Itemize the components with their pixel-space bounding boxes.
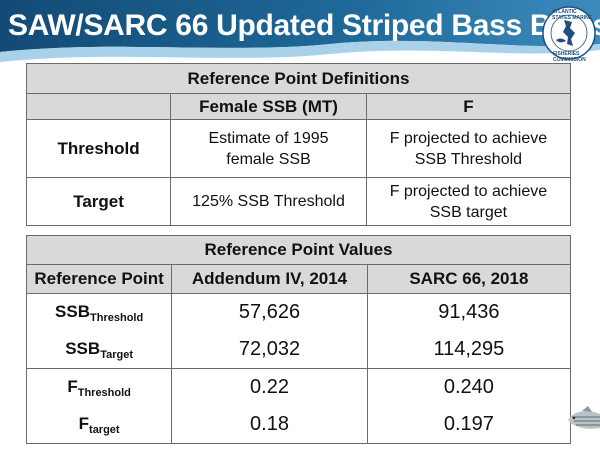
values-header-sarc: SARC 66, 2018 [366, 264, 572, 294]
f-target-label: Ftarget [25, 406, 173, 444]
table-row: Ftarget 0.18 0.197 [25, 406, 572, 444]
f-threshold-label: FThreshold [25, 368, 173, 407]
striped-bass-fish-icon [568, 406, 600, 429]
page-title: SAW/SARC 66 Updated Striped Bass BRPs [8, 9, 600, 42]
ssb-target-sarc: 114,295 [366, 331, 572, 369]
ssb-target-label: SSBTarget [25, 331, 173, 369]
table-row: FThreshold 0.22 0.240 [25, 368, 572, 407]
table-row: SSBTarget 72,032 114,295 [25, 331, 572, 369]
definitions-header-blank [25, 93, 172, 120]
seal-bottom-text: FISHERIES COMMISSION [553, 51, 586, 63]
ssb-threshold-addendum: 57,626 [171, 293, 368, 332]
ssb-threshold-label: SSBThreshold [25, 293, 173, 332]
definitions-caption: Reference Point Definitions [26, 63, 571, 94]
row-label-target: Target [25, 177, 172, 226]
seal-top-text: ATLANTIC STATES MARINE [552, 9, 593, 21]
f-target-sarc: 0.197 [366, 406, 572, 444]
reference-point-values-table: Reference Point Values Reference Point A… [25, 235, 572, 444]
threshold-ssb-definition: Estimate of 1995 female SSB [170, 119, 367, 178]
f-threshold-addendum: 0.22 [171, 368, 368, 407]
ssb-target-addendum: 72,032 [171, 331, 368, 369]
wave-background [0, 0, 600, 66]
values-header-reference-point: Reference Point [25, 264, 173, 294]
target-f-definition: F projected to achieve SSB target [365, 177, 572, 226]
f-threshold-sarc: 0.240 [366, 368, 572, 407]
row-label-threshold: Threshold [25, 119, 172, 178]
asmfc-seal-icon: ATLANTIC STATES MARINE FISHERIES COMMISS… [542, 6, 596, 63]
f-target-addendum: 0.18 [171, 406, 368, 444]
title-banner: SAW/SARC 66 Updated Striped Bass BRPs AT… [0, 0, 600, 66]
table-row: SSBThreshold 57,626 91,436 [25, 293, 572, 332]
table-row: Target 125% SSB Threshold F projected to… [25, 177, 572, 226]
ssb-threshold-sarc: 91,436 [366, 293, 572, 332]
table-row: Threshold Estimate of 1995 female SSB F … [25, 119, 572, 178]
threshold-f-definition: F projected to achieve SSB Threshold [365, 119, 572, 178]
definitions-header-f: F [365, 93, 572, 120]
definitions-header-ssb: Female SSB (MT) [170, 93, 367, 120]
target-ssb-definition: 125% SSB Threshold [170, 177, 367, 226]
values-caption: Reference Point Values [26, 235, 571, 265]
values-header-addendum: Addendum IV, 2014 [171, 264, 368, 294]
reference-point-definitions-table: Reference Point Definitions Female SSB (… [25, 63, 572, 226]
